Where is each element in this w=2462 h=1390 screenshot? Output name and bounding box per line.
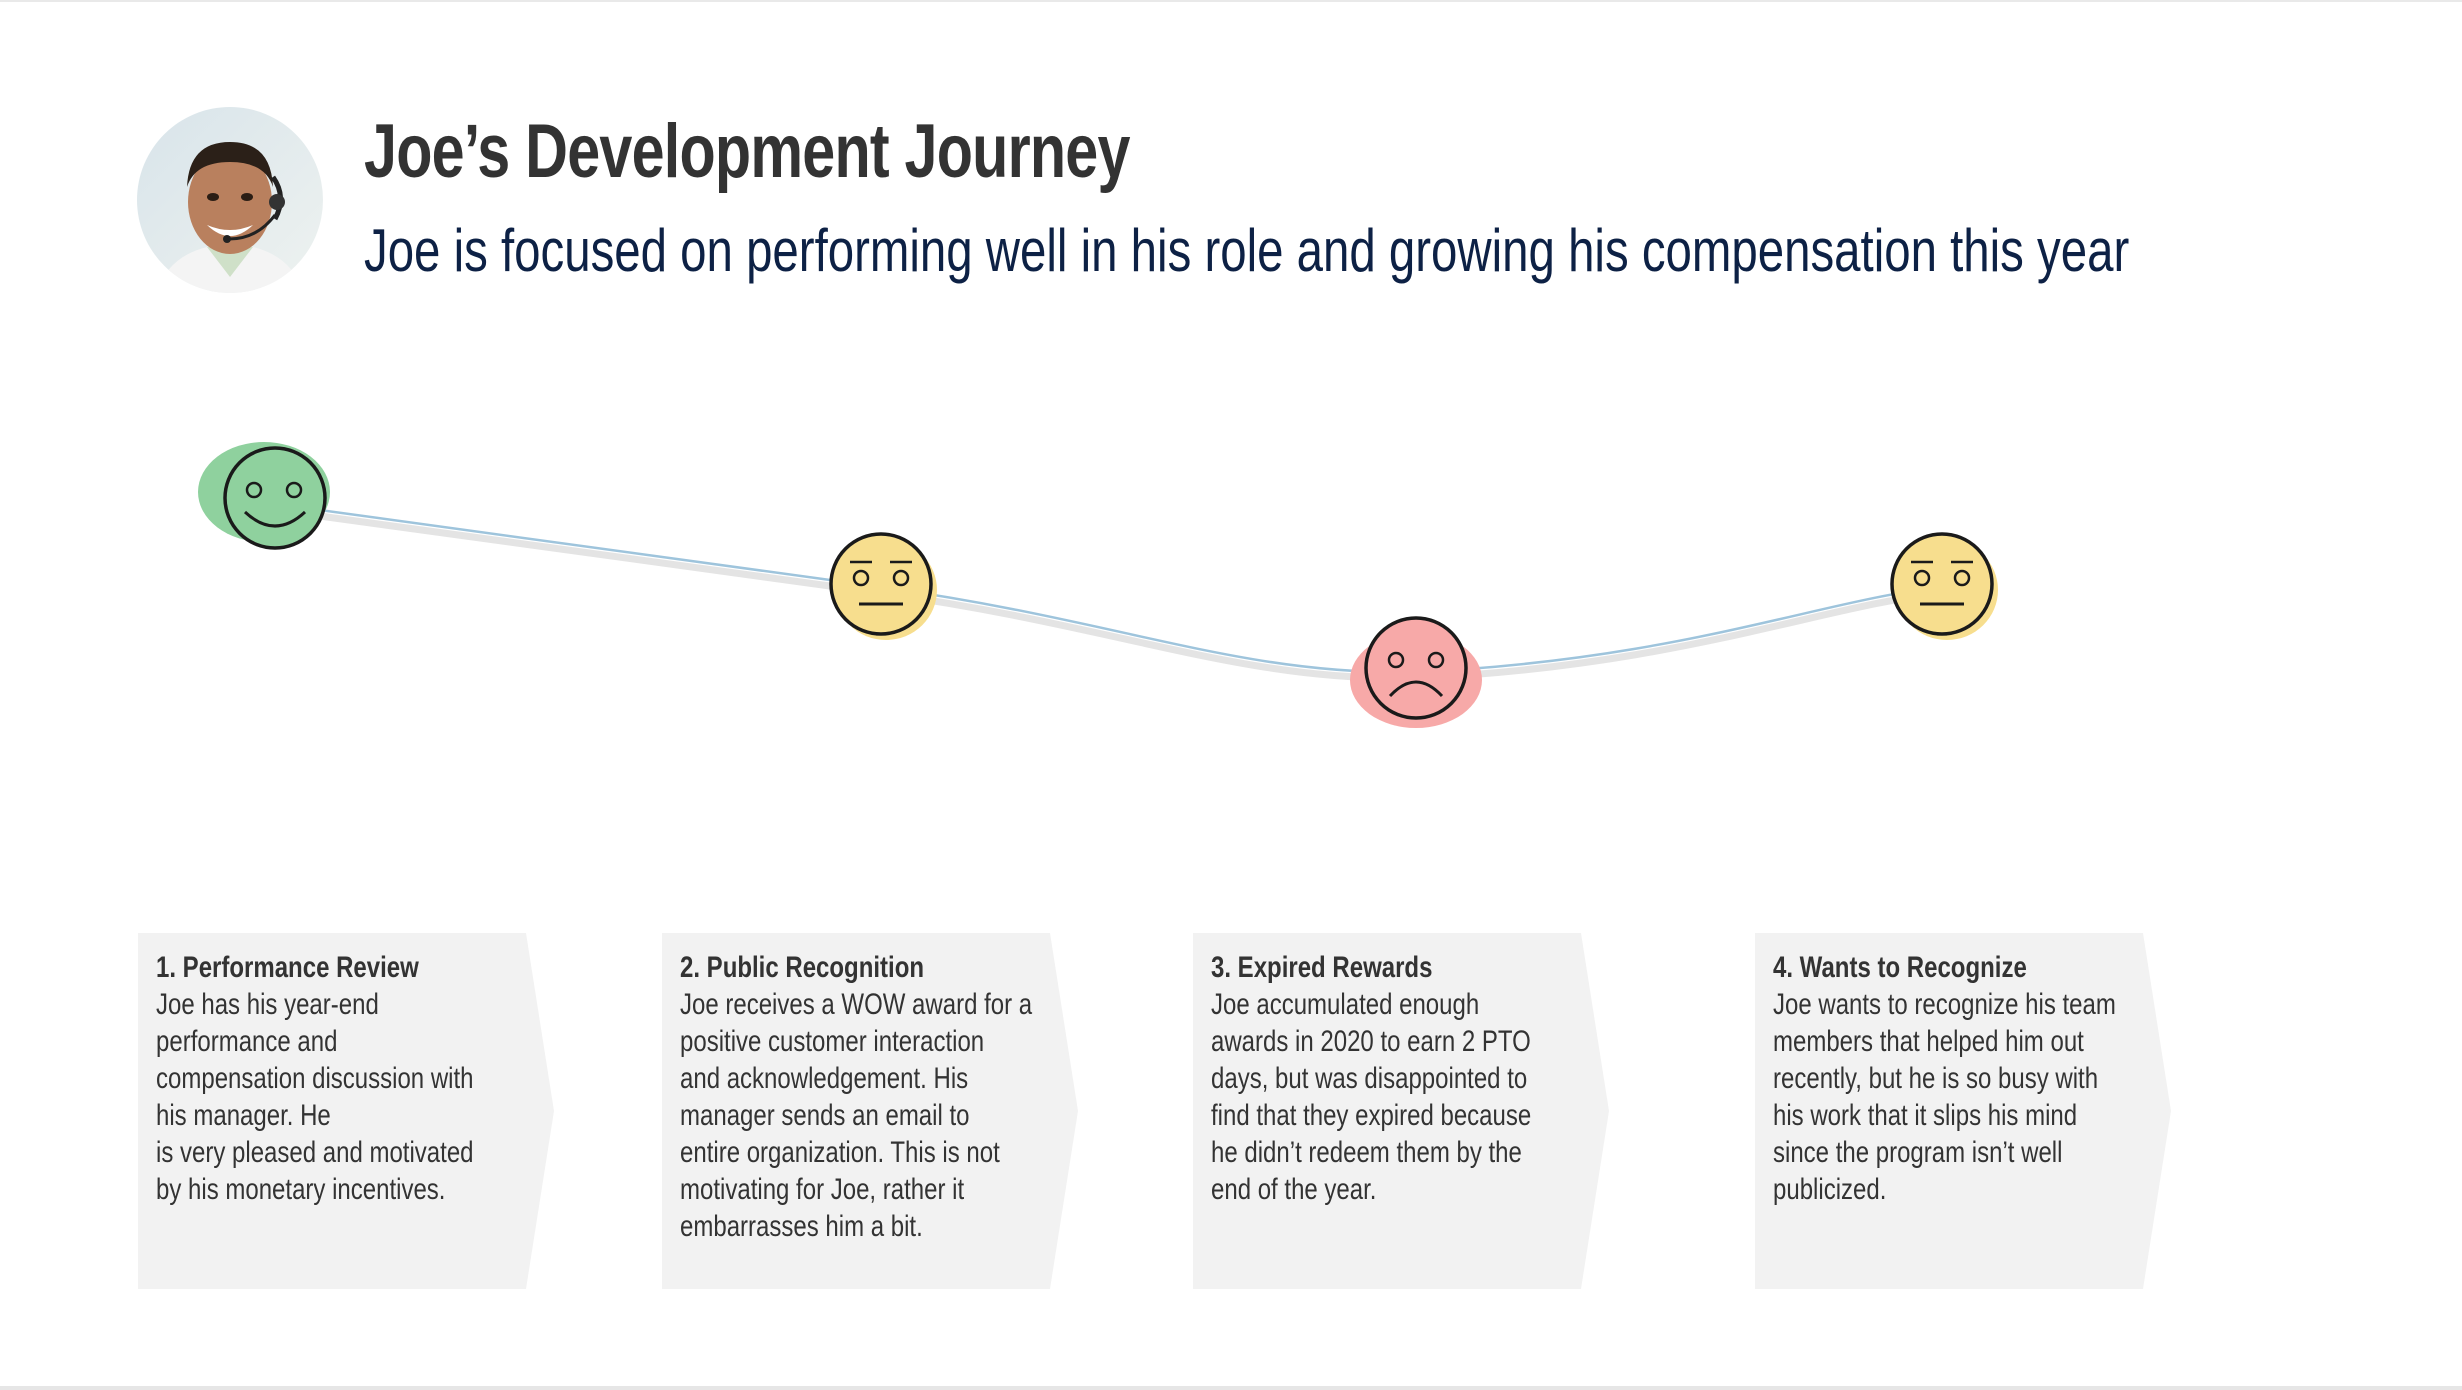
bottom-divider — [0, 1386, 2462, 1390]
step-line: is very pleased and motivated — [156, 1136, 474, 1169]
step-line: embarrasses him a bit. — [680, 1210, 923, 1243]
journey-line-shadow — [275, 506, 1943, 682]
step-line: motivating for Joe, rather it — [680, 1173, 965, 1206]
step-line: manager sends an email to — [680, 1099, 970, 1132]
chevron-card-shape — [138, 933, 554, 1289]
step-line: his manager. He — [156, 1099, 331, 1132]
step-card-public-recognition: 2. Public Recognition Joe receives a WOW… — [662, 933, 1078, 1289]
step-card-expired-rewards: 3. Expired Rewards Joe accumulated enoug… — [1193, 933, 1609, 1289]
chevron-card-shape — [1193, 933, 1609, 1289]
chevron-card-shape — [662, 933, 1078, 1289]
step-card-performance-review: 1. Performance Review Joe has his year-e… — [138, 933, 554, 1289]
top-divider — [0, 0, 2462, 2]
step-line: find that they expired because — [1211, 1099, 1532, 1132]
step-line: Joe has his year-end — [156, 988, 379, 1021]
step-line: awards in 2020 to earn 2 PTO — [1211, 1025, 1531, 1058]
happy-face-icon — [198, 442, 330, 550]
profile-photo — [137, 107, 323, 293]
step-line: end of the year. — [1211, 1173, 1377, 1206]
chevron-card-shape — [1755, 933, 2171, 1289]
step-line: Joe wants to recognize his team — [1773, 988, 2116, 1021]
neutral-face-icon — [1890, 532, 1998, 640]
step-line: Joe accumulated enough — [1211, 988, 1480, 1021]
step-heading: 4. Wants to Recognize — [1773, 951, 2027, 984]
step-line: and acknowledgement. His — [680, 1062, 969, 1095]
step-line: positive customer interaction — [680, 1025, 985, 1058]
page-subtitle: Joe is focused on performing well in his… — [364, 217, 2130, 284]
step-line: members that helped him out — [1773, 1025, 2084, 1058]
step-line: recently, but he is so busy with — [1773, 1062, 2099, 1095]
step-heading: 3. Expired Rewards — [1211, 951, 1433, 984]
step-line: by his monetary incentives. — [156, 1173, 446, 1206]
step-line: his work that it slips his mind — [1773, 1099, 2078, 1132]
step-line: since the program isn’t well — [1773, 1136, 2063, 1169]
page-title: Joe’s Development Journey — [364, 109, 1130, 194]
step-line: days, but was disappointed to — [1211, 1062, 1528, 1095]
step-card-wants-to-recognize: 4. Wants to Recognize Joe wants to recog… — [1755, 933, 2171, 1289]
step-heading: 1. Performance Review — [156, 951, 419, 984]
step-line: performance and — [156, 1025, 338, 1058]
step-line: publicized. — [1773, 1173, 1887, 1206]
step-heading: 2. Public Recognition — [680, 951, 925, 984]
journey-curve — [198, 442, 1998, 728]
sad-face-icon — [1350, 616, 1482, 728]
step-line: he didn’t redeem them by the — [1211, 1136, 1522, 1169]
step-line: compensation discussion with — [156, 1062, 474, 1095]
step-line: Joe receives a WOW award for a — [680, 988, 1033, 1021]
step-line: entire organization. This is not — [680, 1136, 1000, 1169]
neutral-face-icon — [829, 532, 937, 640]
